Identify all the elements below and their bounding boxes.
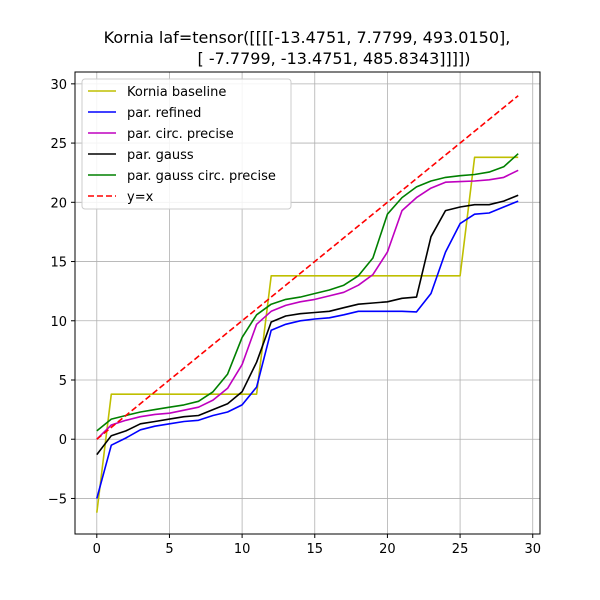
series-line-par-circ-precise [96, 169, 519, 440]
series-line-par-refined [96, 200, 519, 499]
legend: Kornia baseline par. refined par. circ. pr… [81, 78, 292, 210]
y-tick-label: 30 [50, 78, 67, 93]
x-tick-label: 25 [452, 542, 469, 557]
x-tick-label: 20 [379, 542, 396, 557]
legend-label: par. gauss circ. precise [127, 169, 276, 184]
series-line-y-x [96, 95, 519, 440]
series-lines [96, 95, 519, 513]
y-tick-label: 15 [50, 256, 67, 271]
chart-title-line-1: Kornia laf=tensor([[[[-13.4751, 7.7799, … [104, 28, 511, 47]
axis-ticks: 0 5 10 15 20 25 30 −5 0 5 10 15 20 25 30 [48, 78, 541, 557]
y-tick-label: 20 [50, 196, 67, 211]
legend-label: par. refined [127, 106, 201, 121]
y-tick-label: 5 [59, 374, 67, 389]
legend-label: par. gauss [127, 148, 194, 163]
plot-frame [74, 71, 541, 535]
series-line-par-gauss [96, 194, 519, 456]
series-line-kornia-baseline [96, 156, 519, 513]
x-tick-label: 15 [306, 542, 323, 557]
x-tick-label: 5 [165, 542, 173, 557]
legend-label: y=x [127, 190, 154, 205]
x-tick-label: 30 [524, 542, 541, 557]
y-tick-label: −5 [48, 492, 67, 507]
y-tick-label: 25 [50, 137, 67, 152]
chart-title-line-2: [ -7.7799, -13.4751, 485.8343]]]]) [198, 49, 471, 68]
series-line-par-gauss-circ-precise [96, 153, 519, 432]
y-tick-label: 10 [50, 315, 67, 330]
x-tick-label: 10 [234, 542, 251, 557]
y-tick-label: 0 [59, 433, 67, 448]
legend-box [81, 78, 292, 210]
legend-label: Kornia baseline [127, 85, 226, 100]
legend-label: par. circ. precise [127, 127, 234, 142]
x-tick-label: 0 [93, 542, 101, 557]
